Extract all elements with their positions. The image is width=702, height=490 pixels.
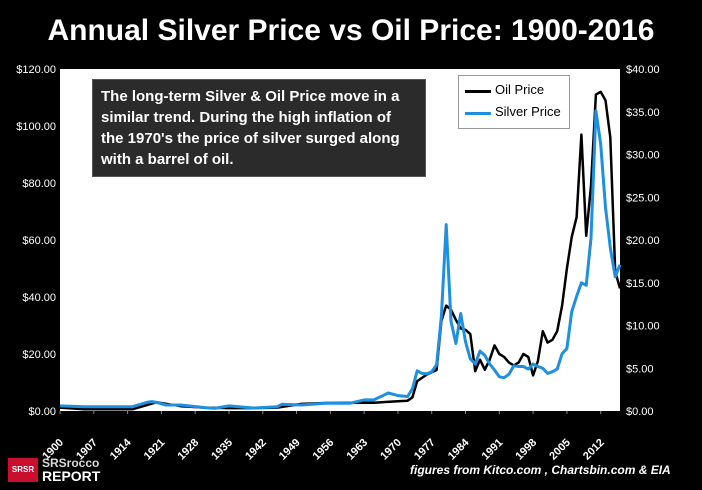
- y-left-tick-label: $20.00: [22, 349, 56, 361]
- y-left-tick-label: $40.00: [22, 292, 56, 304]
- y-right-tick-label: $5.00: [626, 363, 654, 375]
- logo-badge-icon: SRSR: [8, 458, 38, 482]
- x-tick-label: 1984: [446, 436, 472, 462]
- y-right-tick-label: $30.00: [626, 150, 660, 162]
- y-left-tick-label: $0.00: [28, 406, 56, 418]
- y-right-tick-label: $10.00: [626, 321, 660, 333]
- callout-value-note: The value of silver shown here is not ba…: [98, 294, 409, 353]
- y-left-tick-label: $120.00: [16, 64, 56, 76]
- source-note: figures from Kitco.com , Chartsbin.com &…: [410, 463, 671, 477]
- x-tick-label: 1963: [344, 437, 370, 463]
- callout-box-trend: The long-term Silver & Oil Price move in…: [92, 79, 426, 177]
- logo-line1: SRSrocco: [42, 456, 100, 470]
- x-tick-label: 1991: [480, 437, 506, 463]
- legend-swatch-silver: [465, 112, 491, 115]
- series-line-silver-price: [59, 109, 622, 410]
- y-left-tick-label: $80.00: [22, 178, 56, 190]
- y-right-tick-label: $25.00: [626, 192, 660, 204]
- x-tick-label: 2012: [581, 437, 607, 463]
- y-right-tick-label: $35.00: [626, 107, 660, 119]
- legend-label-silver: Silver Price: [495, 104, 561, 119]
- y-left-tick-label: $100.00: [16, 121, 56, 133]
- y-right-tick-label: $40.00: [626, 64, 660, 76]
- x-tick-label: 2005: [547, 437, 573, 463]
- srsrocco-logo: SRSR SRSrocco REPORT: [8, 455, 128, 485]
- y-right-tick-label: $0.00: [626, 406, 654, 418]
- y-right-tick-label: $20.00: [626, 235, 660, 247]
- x-tick-label: 1921: [142, 437, 168, 463]
- logo-line2: REPORT: [42, 468, 101, 484]
- legend-swatch-oil: [465, 90, 491, 93]
- x-tick-label: 1970: [378, 437, 404, 463]
- legend-label-oil: Oil Price: [495, 82, 545, 97]
- y-left-tick-label: $60.00: [22, 235, 56, 247]
- x-tick-label: 1949: [277, 437, 303, 463]
- chart-legend: Oil Price Silver Price: [458, 75, 570, 129]
- x-tick-label: 1935: [209, 437, 235, 463]
- y-right-tick-label: $15.00: [626, 278, 660, 290]
- chart-title: Annual Silver Price vs Oil Price: 1900-2…: [47, 14, 655, 47]
- x-tick-label: 1928: [175, 437, 201, 463]
- x-tick-label: 1942: [243, 437, 269, 463]
- x-tick-label: 1956: [311, 437, 337, 463]
- callout-nixon: Both the price of Silver & Oil remained …: [98, 197, 380, 277]
- x-tick-label: 1998: [513, 437, 539, 463]
- x-tick-label: 1977: [412, 437, 438, 463]
